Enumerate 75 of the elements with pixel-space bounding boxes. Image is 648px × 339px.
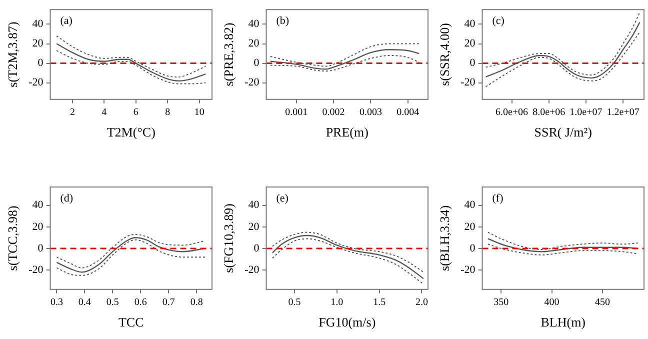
y-tick-label: 20 — [248, 38, 260, 50]
line-series — [272, 234, 424, 280]
line-series — [56, 35, 206, 78]
x-tick-label: 8.0e+06 — [532, 107, 566, 118]
x-tick-label: 0.3 — [50, 297, 63, 308]
y-tick-label: 20 — [464, 220, 476, 233]
y-tick-label: -20 — [28, 76, 44, 89]
x-tick-label: 1.2e+07 — [606, 107, 640, 118]
y-tick-label: 20 — [32, 220, 44, 233]
line-series — [270, 43, 420, 67]
y-tick-label: 0 — [470, 242, 476, 254]
y-tick-label: 0 — [38, 57, 44, 70]
x-axis-title: BLH(m) — [540, 314, 586, 330]
annotation: (d) — [60, 192, 74, 204]
x-tick-label: 2 — [70, 107, 75, 118]
y-axis-title: s(PRE,3.82) — [221, 22, 236, 86]
x-tick-label: 0.4 — [78, 297, 91, 308]
y-tick-label: 20 — [32, 38, 44, 50]
y-tick-label: 40 — [32, 199, 44, 212]
x-tick-label: 0.6 — [134, 297, 147, 308]
y-tick-label: 40 — [464, 18, 476, 30]
y-axis-title: s(FG10,3.89) — [221, 204, 236, 273]
annotation: (b) — [276, 14, 290, 27]
y-tick-label: 40 — [32, 18, 44, 30]
y-axis-title: s(SSR,4.00) — [437, 23, 452, 86]
x-tick-label: 1.0 — [330, 297, 344, 308]
x-tick-label: 0.7 — [162, 297, 175, 308]
x-tick-label: 0.003 — [359, 107, 382, 118]
line-series — [487, 244, 638, 256]
x-tick-label: 0.002 — [322, 107, 345, 118]
x-axis-title: FG10(m/s) — [318, 314, 376, 330]
x-tick-label: 6 — [133, 107, 138, 118]
x-tick-label: 0.5 — [288, 297, 301, 308]
annotation: (f) — [492, 192, 504, 204]
y-tick-label: 40 — [248, 199, 260, 212]
x-tick-label: 6.0e+06 — [495, 107, 528, 118]
x-axis-title: PRE(m) — [326, 124, 368, 140]
y-axis-title: s(BLH,3.34) — [437, 205, 452, 272]
y-tick-label: 0 — [470, 57, 476, 70]
x-tick-label: 0.004 — [396, 107, 420, 118]
y-tick-label: -20 — [460, 264, 476, 276]
y-tick-label: -20 — [28, 264, 44, 276]
x-tick-label: 350 — [494, 297, 509, 308]
annotation: (a) — [60, 14, 73, 27]
y-tick-label: -20 — [244, 76, 260, 89]
annotation: (c) — [492, 14, 505, 27]
y-tick-label: -20 — [460, 76, 476, 89]
y-tick-label: 0 — [254, 242, 260, 254]
y-tick-label: 40 — [248, 18, 260, 30]
x-axis-title: SSR( J/m²) — [534, 124, 592, 140]
x-tick-label: 0.8 — [190, 297, 203, 308]
y-axis-title: s(TCC,3.98) — [5, 206, 20, 271]
x-tick-label: 1.5 — [373, 297, 386, 308]
x-tick-label: 450 — [594, 297, 610, 308]
x-axis-title: T2M(°C) — [106, 124, 156, 140]
annotation: (e) — [276, 192, 289, 204]
x-tick-label: 10 — [194, 107, 204, 118]
x-tick-label: 4 — [102, 107, 107, 118]
x-tick-label: 0.001 — [285, 107, 308, 118]
x-axis-title: TCC — [118, 314, 144, 330]
line-series — [272, 238, 424, 285]
y-tick-label: 0 — [38, 242, 44, 254]
y-axis-title: s(T2M,3.87) — [5, 22, 20, 88]
x-tick-label: 8 — [165, 107, 170, 118]
x-tick-label: 1.0e+07 — [570, 107, 602, 118]
y-tick-label: 20 — [464, 38, 476, 50]
x-tick-label: 0.5 — [106, 297, 119, 308]
line-series — [485, 12, 640, 76]
y-tick-label: 40 — [464, 199, 476, 212]
y-tick-label: 0 — [254, 57, 260, 70]
x-tick-label: 2.0 — [415, 297, 428, 308]
x-tick-label: 400 — [544, 297, 560, 308]
y-tick-label: 20 — [248, 220, 260, 233]
y-tick-label: -20 — [244, 264, 260, 276]
line-series — [487, 232, 638, 250]
